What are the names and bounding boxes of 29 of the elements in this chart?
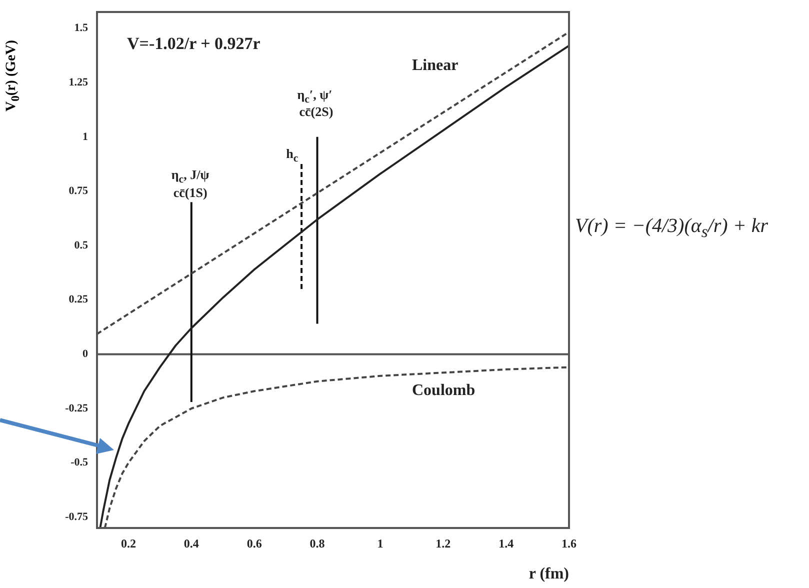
y-tick-label: 1.25 bbox=[68, 76, 88, 88]
y-tick-label: -0.75 bbox=[65, 510, 88, 523]
y-tick-label: 0.25 bbox=[68, 294, 88, 306]
x-tick-label: 0.8 bbox=[310, 536, 325, 550]
y-tick-label: 0.75 bbox=[68, 185, 88, 198]
y-tick-label: -0.25 bbox=[65, 402, 88, 414]
x-tick-label: 0.6 bbox=[246, 536, 262, 550]
x-tick-label: 1 bbox=[377, 536, 384, 550]
x-axis-title: r (fm) bbox=[528, 566, 569, 583]
x-tick-label: 1.6 bbox=[562, 536, 576, 550]
x-tick-label: 0.2 bbox=[120, 536, 136, 550]
x-tick-label: 1.4 bbox=[498, 536, 514, 550]
annotation: η$_{c}$, J/ψ bbox=[171, 167, 210, 186]
x-tick-label: 1.2 bbox=[436, 536, 451, 550]
annotation: V=-1.02/r + 0.927r bbox=[127, 34, 260, 54]
annotation: h$_{c}$ bbox=[286, 146, 298, 164]
annotation: Linear bbox=[412, 57, 458, 75]
annotation: cc̄(2S) bbox=[299, 104, 334, 120]
y-tick-label: 1.5 bbox=[74, 22, 88, 34]
x-tick-label: 0.4 bbox=[184, 536, 199, 550]
annotation: η$_{c}$′, ψ′ bbox=[297, 86, 332, 106]
text: V(r) = −(4/3)(α$_{s}$/r) + kr bbox=[575, 215, 768, 242]
y-tick-label: 1 bbox=[82, 130, 88, 143]
y-tick-label: 0.5 bbox=[74, 239, 88, 252]
y-tick-label: 0 bbox=[82, 348, 88, 360]
y-tick-label: -0.5 bbox=[70, 456, 88, 469]
line-series bbox=[104, 366, 569, 528]
annotation: Coulomb bbox=[412, 382, 476, 400]
annotation: cc̄(1S) bbox=[173, 184, 208, 201]
